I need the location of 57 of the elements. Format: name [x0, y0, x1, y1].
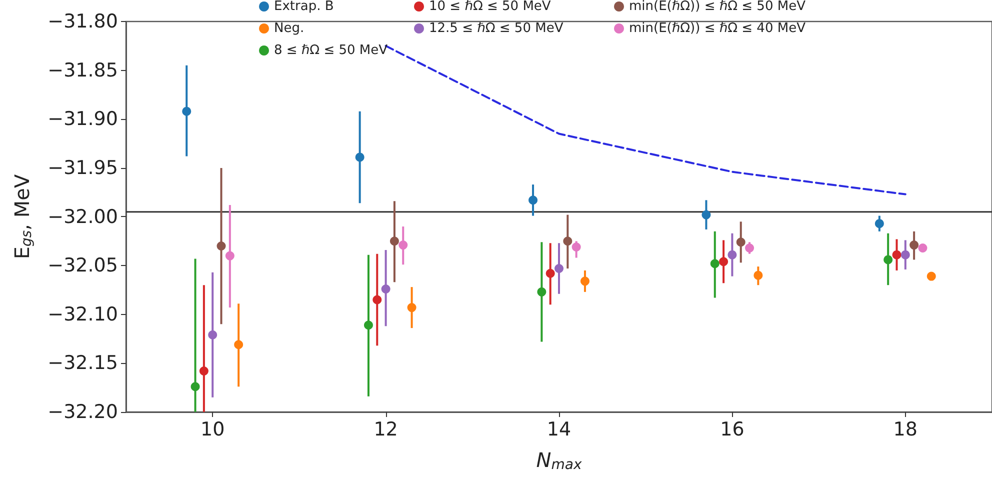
point	[892, 250, 902, 260]
point	[364, 320, 373, 330]
point	[537, 287, 546, 296]
legend-label: 10 ≤ ℏΩ ≤ 50 MeV	[429, 0, 551, 14]
y-tick-label: −31.85	[48, 59, 118, 82]
point	[719, 257, 728, 266]
point	[710, 259, 720, 268]
point	[918, 243, 928, 252]
x-tick-label: 16	[720, 418, 744, 440]
point	[355, 152, 364, 162]
point	[926, 272, 936, 281]
y-tick-label: −31.95	[48, 156, 118, 179]
point	[234, 340, 244, 350]
point	[884, 255, 893, 264]
point	[381, 284, 390, 294]
point	[736, 238, 746, 247]
x-tick-label: 14	[546, 418, 572, 440]
y-tick-label: −32.15	[48, 352, 118, 374]
point	[554, 264, 564, 273]
point	[372, 295, 382, 304]
point	[745, 243, 754, 252]
x-tick-label: 10	[200, 418, 225, 440]
point	[900, 250, 910, 260]
x-tick-label: 18	[893, 418, 918, 440]
point	[407, 303, 416, 312]
point	[702, 210, 711, 220]
y-tick-label: −32.20	[48, 401, 118, 423]
legend-label: Neg.	[274, 21, 304, 36]
legend-label: Extrap. B	[274, 0, 334, 14]
point	[190, 382, 200, 392]
point	[208, 330, 218, 340]
x-tick-label: 12	[374, 418, 398, 440]
point	[754, 270, 763, 280]
point	[216, 242, 226, 251]
point	[728, 250, 737, 260]
point	[563, 236, 572, 246]
point	[546, 268, 555, 278]
point	[182, 106, 192, 116]
y-tick-label: −32.00	[48, 206, 118, 228]
legend-label: min(E(ℏΩ)) ≤ ℏΩ ≤ 40 MeV	[629, 21, 806, 36]
y-tick-label: −31.80	[48, 10, 118, 32]
point	[874, 219, 884, 228]
y-tick-label: −32.05	[48, 254, 118, 277]
point	[390, 236, 399, 246]
point	[398, 240, 408, 250]
y-tick-label: −31.90	[48, 108, 118, 130]
point	[580, 276, 590, 286]
legend-label: min(E(ℏΩ)) ≤ ℏΩ ≤ 50 MeV	[629, 0, 806, 14]
point	[572, 242, 581, 252]
y-axis-title: Egs, MeV	[10, 174, 35, 260]
point	[528, 196, 538, 205]
legend-label: 12.5 ≤ ℏΩ ≤ 50 MeV	[429, 21, 564, 36]
point	[199, 366, 208, 376]
y-tick-label: −32.10	[48, 303, 118, 326]
point	[225, 251, 234, 260]
legend-label: 8 ≤ ℏΩ ≤ 50 MeV	[274, 43, 388, 58]
point	[910, 240, 919, 250]
